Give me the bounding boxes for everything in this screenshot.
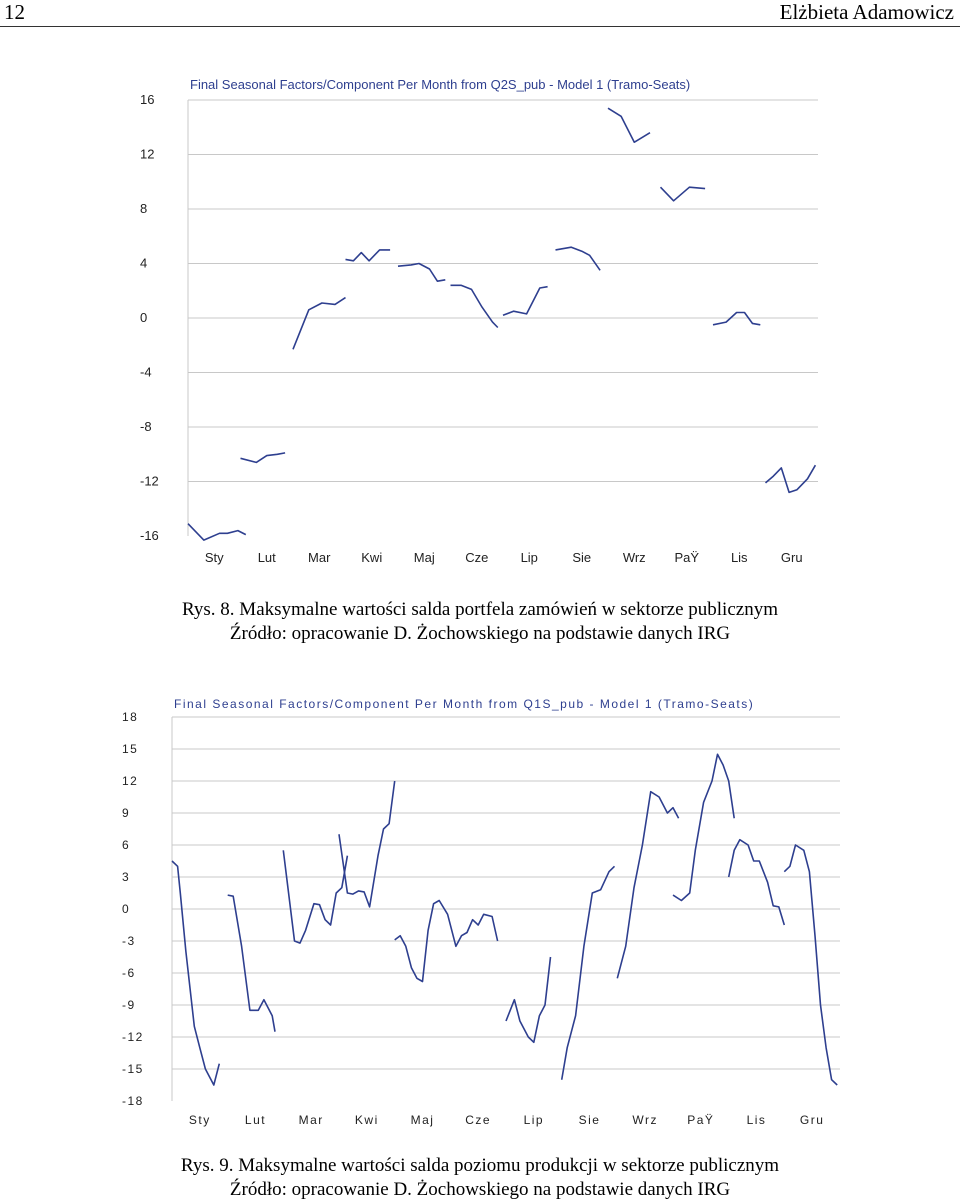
caption-source: Źródło: opracowanie D. Żochowskiego na p… xyxy=(229,1179,731,1200)
x-tick-label: Lis xyxy=(731,550,748,565)
y-tick-label: -12 xyxy=(122,1030,144,1044)
y-tick-label: -18 xyxy=(122,1094,144,1108)
x-tick-label: Sie xyxy=(579,1113,601,1127)
x-tick-label: Lis xyxy=(747,1113,767,1127)
month-series-line xyxy=(187,523,247,541)
month-series-line xyxy=(227,894,276,1032)
grid-lines xyxy=(187,99,818,536)
series-lines xyxy=(187,107,817,541)
month-series-line xyxy=(607,107,651,143)
month-series-line xyxy=(783,844,838,1086)
month-series-line xyxy=(502,285,548,317)
month-series-line xyxy=(345,249,391,262)
y-tick-label: 18 xyxy=(122,710,138,724)
x-tick-label: Gru xyxy=(800,1113,825,1127)
caption-title: Rys. 9. Maksymalne wartości salda poziom… xyxy=(180,1155,780,1176)
month-series-line xyxy=(505,956,552,1044)
x-tick-label: Maj xyxy=(411,1113,435,1127)
x-tick-label: Kwi xyxy=(361,550,382,565)
page-header: 12 Elżbieta Adamowicz xyxy=(0,0,960,27)
month-series-line xyxy=(555,246,601,271)
y-tick-label: -6 xyxy=(122,966,136,980)
y-tick-label: -16 xyxy=(140,528,159,543)
y-tick-label: 0 xyxy=(140,310,147,325)
x-axis-ticks: Sty Lut Mar Kwi Maj Cze Lip Sie Wrz PaŸ Lis Gru xyxy=(205,550,803,565)
x-tick-label: Cze xyxy=(465,1113,491,1127)
x-tick-label: Mar xyxy=(299,1113,324,1127)
x-tick-label: Sie xyxy=(572,550,591,565)
y-tick-label: 12 xyxy=(122,774,138,788)
y-tick-label: 8 xyxy=(140,201,147,216)
x-tick-label: Lip xyxy=(524,1113,545,1127)
series-lines xyxy=(171,753,838,1086)
month-series-line xyxy=(338,780,396,908)
y-tick-label: 9 xyxy=(122,806,130,820)
x-tick-label: Sty xyxy=(205,550,224,565)
month-series-line xyxy=(292,296,346,350)
month-series-line xyxy=(397,262,446,282)
x-tick-label: Wrz xyxy=(623,550,646,565)
chart-title: Final Seasonal Factors/Component Per Mon… xyxy=(190,77,690,92)
y-tick-label: 3 xyxy=(122,870,130,884)
y-tick-label: -9 xyxy=(122,998,136,1012)
month-series-line xyxy=(450,284,499,329)
chart-q1s: 18 15 12 9 6 3 0 -3 -6 -9 -12 -15 -18 Sty Lut Mar Kwi Ma… xyxy=(122,697,840,1127)
x-tick-label: Gru xyxy=(781,550,803,565)
month-series-line xyxy=(171,860,221,1086)
y-tick-label: -15 xyxy=(122,1062,144,1076)
y-tick-label: 0 xyxy=(122,902,130,916)
month-series-line xyxy=(764,464,817,494)
y-tick-label: 6 xyxy=(122,838,130,852)
x-tick-label: PaŸ xyxy=(674,550,699,565)
page-number: 12 xyxy=(4,0,25,24)
y-axis-ticks: 18 15 12 9 6 3 0 -3 -6 -9 -12 -15 -18 xyxy=(122,710,144,1108)
y-axis-ticks: 16 12 8 4 0 -4 -8 -12 -16 xyxy=(140,92,159,543)
x-tick-label: Lip xyxy=(521,550,538,565)
x-tick-label: Wrz xyxy=(632,1113,658,1127)
month-series-line xyxy=(712,311,761,326)
month-series-line xyxy=(616,790,680,979)
x-axis-ticks: Sty Lut Mar Kwi Maj Cze Lip Sie Wrz PaŸ Lis Gru xyxy=(189,1113,825,1127)
month-series-line xyxy=(560,865,616,1080)
caption-title: Rys. 8. Maksymalne wartości salda portfe… xyxy=(182,599,778,620)
x-tick-label: Lut xyxy=(245,1113,266,1127)
x-tick-label: Lut xyxy=(258,550,276,565)
y-tick-label: -3 xyxy=(122,934,136,948)
y-tick-label: 15 xyxy=(122,742,138,756)
x-tick-label: Sty xyxy=(189,1113,211,1127)
month-series-line xyxy=(659,186,706,202)
month-series-line xyxy=(282,850,349,944)
figure-caption-9: Rys. 9. Maksymalne wartości salda poziom… xyxy=(0,1154,960,1202)
y-tick-label: -4 xyxy=(140,365,152,380)
caption-source: Źródło: opracowanie D. Żochowskiego na p… xyxy=(229,623,731,644)
author-name: Elżbieta Adamowicz xyxy=(779,0,954,24)
figure-caption-8: Rys. 8. Maksymalne wartości salda portfe… xyxy=(0,598,960,646)
chart-title: Final Seasonal Factors/Component Per Mon… xyxy=(174,697,754,711)
y-tick-label: -12 xyxy=(140,474,159,489)
y-tick-label: 16 xyxy=(140,92,154,107)
x-tick-label: Mar xyxy=(308,550,331,565)
x-tick-label: Maj xyxy=(414,550,435,565)
x-tick-label: Cze xyxy=(465,550,488,565)
x-tick-label: PaŸ xyxy=(687,1113,714,1127)
month-series-line xyxy=(240,452,286,464)
y-tick-label: 12 xyxy=(140,147,154,162)
month-series-line xyxy=(727,838,786,926)
x-tick-label: Kwi xyxy=(355,1113,379,1127)
month-series-line xyxy=(672,753,735,902)
y-tick-label: -8 xyxy=(140,419,152,434)
grid-lines xyxy=(171,716,840,1101)
y-tick-label: 4 xyxy=(140,256,147,271)
month-series-line xyxy=(394,899,499,983)
